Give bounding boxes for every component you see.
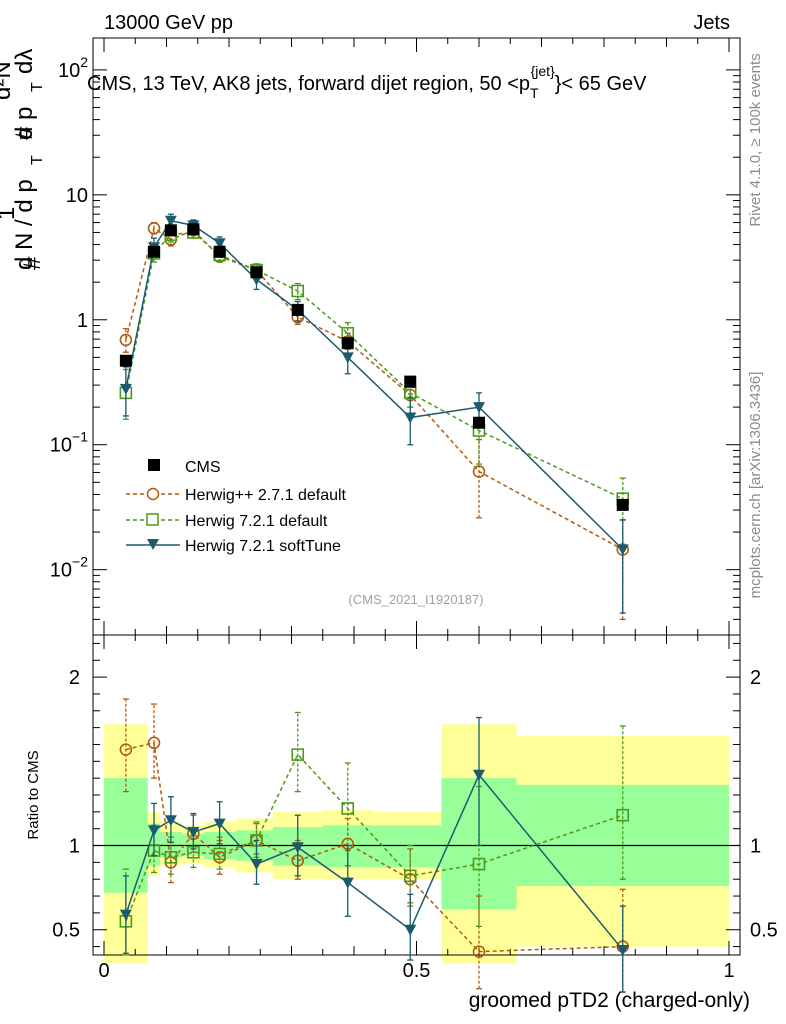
main-point-cms xyxy=(187,223,200,236)
main-point-cms xyxy=(616,498,629,511)
svg-text:T: T xyxy=(29,82,46,92)
legend-herwigpp-label: Herwig++ 2.7.1 default xyxy=(185,487,347,504)
main-ytick-label: 10 xyxy=(66,185,88,207)
ratio-point-herwig-7-2-1-softtune xyxy=(473,769,485,781)
main-point-cms xyxy=(164,224,177,237)
header-right: Jets xyxy=(693,12,730,34)
ratio-point-herwig-2-7-1-default xyxy=(472,945,486,958)
ratio-point-herwig-2-7-1-default xyxy=(147,736,161,750)
ratio-ylabel: Ratio to CMS xyxy=(25,750,42,839)
legend-h721soft-marker xyxy=(147,539,159,550)
main-ytick-label: 10−1 xyxy=(50,429,88,457)
ratio-point-herwig-7-2-1-default xyxy=(213,847,226,861)
legend-herwigpp-marker xyxy=(146,487,160,501)
main-point-herwig-7-2-1-softtune xyxy=(404,412,417,424)
ratio-point-herwig-7-2-1-default xyxy=(616,808,630,822)
legend-cms-marker xyxy=(148,459,160,471)
main-point-cms xyxy=(213,245,226,258)
svg-text:#: # xyxy=(19,256,46,270)
svg-text:d p: d p xyxy=(11,107,38,140)
svg-text:#: # xyxy=(11,126,38,140)
main-ytick-label: 1 xyxy=(77,310,88,332)
ratio-ytick-label: 2 xyxy=(69,667,80,689)
svg-text:dλ: dλ xyxy=(11,49,38,74)
ratio-point-herwig-7-2-1-softtune xyxy=(164,815,177,827)
main-ytick-label: 10−2 xyxy=(50,554,88,582)
main-point-cms xyxy=(119,354,132,367)
legend: CMS Herwig++ 2.7.1 default Herwig 7.2.1 … xyxy=(126,459,347,555)
legend-h721soft-label: Herwig 7.2.1 softTune xyxy=(185,538,341,555)
main-point-cms xyxy=(404,375,417,388)
main-ylabel: # d N / d p T 1 # d p T dλ d²N xyxy=(0,49,46,270)
xtick-label: 0.5 xyxy=(403,960,431,982)
ratio-ytick-label: 0.5 xyxy=(52,920,80,942)
main-point-herwig-7-2-1-softtune xyxy=(341,352,354,364)
ratio-point-herwig-7-2-1-default xyxy=(403,869,417,883)
main-point-cms xyxy=(148,245,160,258)
mcplots-label: mcplots.cern.ch [arXiv:1306.3436] xyxy=(747,372,764,599)
legend-cms-label: CMS xyxy=(185,459,221,476)
svg-text:d²N: d²N xyxy=(0,61,16,100)
ratio-point-herwig-7-2-1-softtune xyxy=(250,859,263,871)
main-ytick-label: 102 xyxy=(58,54,88,82)
ratio-ytick-label-right: 0.5 xyxy=(750,920,778,942)
svg-text:d N / d p: d N / d p xyxy=(11,179,38,270)
ratio-ytick-label-right: 2 xyxy=(750,667,761,689)
ratio-band-inner xyxy=(372,825,442,868)
ratio-point-herwig-7-2-1-default xyxy=(291,748,305,761)
main-point-cms xyxy=(291,303,304,316)
ratio-point-herwig-7-2-1-default xyxy=(164,851,178,864)
ratio-point-herwig-7-2-1-default xyxy=(341,802,355,815)
ratio-point-herwig-7-2-1-softtune xyxy=(404,924,417,936)
ratio-point-herwig-2-7-1-default xyxy=(119,743,133,756)
plot-title: CMS, 13 TeV, AK8 jets, forward dijet reg… xyxy=(87,63,647,101)
main-point-herwig-7-2-1-default xyxy=(291,284,305,298)
main-point-cms xyxy=(473,416,485,429)
header-left: 13000 GeV pp xyxy=(104,12,233,34)
ratio-point-herwig-7-2-1-softtune xyxy=(291,842,304,854)
main-point-herwig-7-2-1-softtune xyxy=(164,215,177,227)
ratio-point-herwig-7-2-1-softtune xyxy=(616,944,629,956)
ratio-point-herwig-7-2-1-softtune xyxy=(148,825,160,837)
main-point-herwig-7-2-1-softtune xyxy=(119,383,132,395)
rivet-label: Rivet 4.1.0, ≥ 100k events xyxy=(747,53,764,226)
xtick-label: 0 xyxy=(98,960,109,982)
main-point-herwig-2-7-1-default xyxy=(472,465,486,478)
svg-text:T: T xyxy=(29,155,46,165)
legend-h721default-label: Herwig 7.2.1 default xyxy=(185,513,328,530)
svg-text:1: 1 xyxy=(0,207,20,220)
ratio-band-inner xyxy=(516,784,729,886)
main-point-herwig-7-2-1-softtune xyxy=(213,238,226,250)
main-point-herwig-2-7-1-default xyxy=(119,333,133,347)
ratio-ytick-label: 1 xyxy=(69,836,80,858)
analysis-watermark: (CMS_2021_I1920187) xyxy=(348,592,483,607)
ratio-point-herwig-7-2-1-softtune xyxy=(187,827,200,839)
main-point-herwig-7-2-1-softtune xyxy=(616,544,629,556)
xaxis-label: groomed pTD2 (charged-only) xyxy=(469,989,750,1012)
ratio-point-herwig-7-2-1-softtune xyxy=(213,818,226,830)
main-point-cms xyxy=(250,266,263,279)
main-point-herwig-7-2-1-softtune xyxy=(473,402,485,414)
ratio-point-herwig-7-2-1-softtune xyxy=(341,877,354,889)
ratio-point-herwig-7-2-1-softtune xyxy=(119,909,132,921)
ratio-ytick-label-right: 1 xyxy=(750,836,761,858)
xtick-label: 1 xyxy=(723,960,734,982)
ratio-point-herwig-7-2-1-default xyxy=(472,857,486,871)
legend-h721default-marker xyxy=(146,513,159,526)
main-point-herwig-2-7-1-default xyxy=(147,221,161,235)
main-point-cms xyxy=(341,337,354,350)
